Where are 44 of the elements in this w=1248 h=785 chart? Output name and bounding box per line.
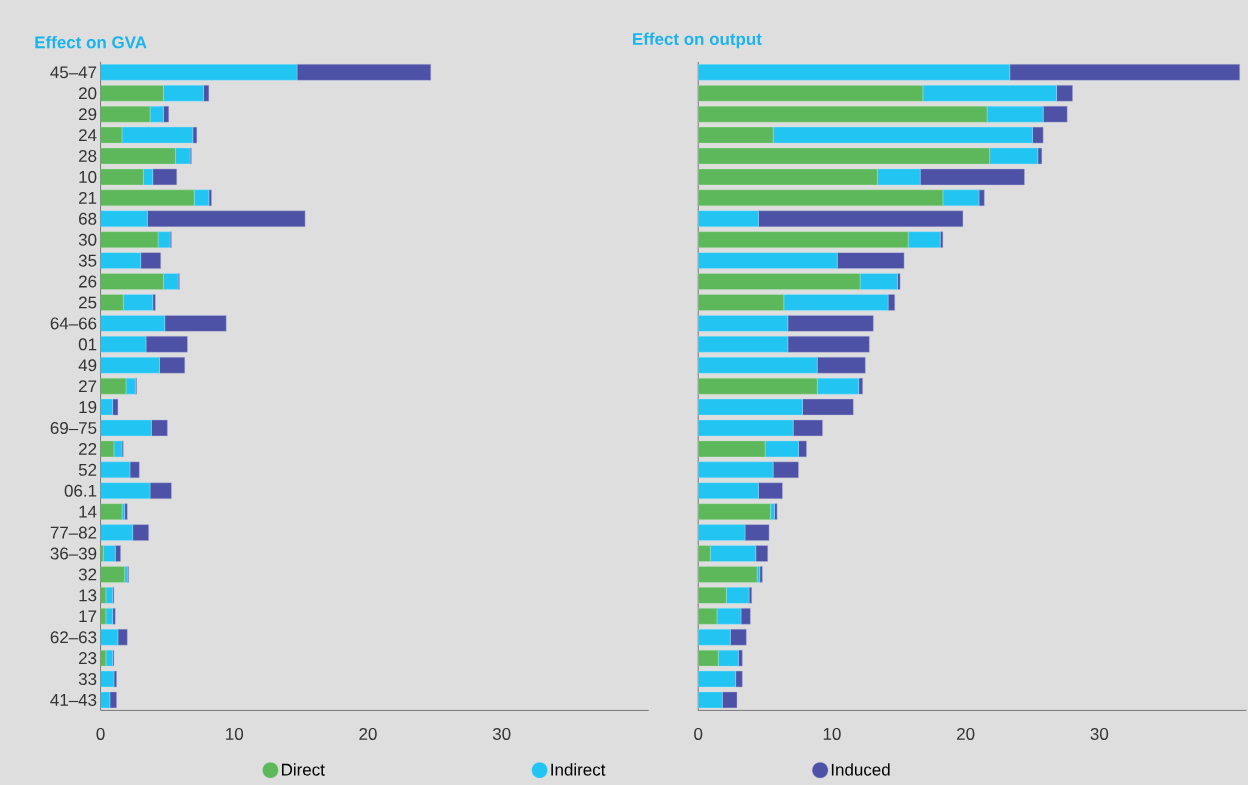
y-tick-label: 06.1: [64, 484, 97, 497]
y-tick-label: 52: [78, 463, 97, 476]
y-tick-label: 21: [79, 191, 97, 204]
x-tick-label: 10: [823, 727, 841, 740]
y-tick-label: 01: [78, 338, 97, 351]
legend-label: Indirect: [551, 763, 606, 776]
y-tick-label: 69–75: [50, 421, 97, 434]
y-tick-label: 30: [78, 233, 97, 246]
y-tick-label: 25: [79, 296, 97, 309]
legend-label: Induced: [831, 763, 890, 776]
x-tick-label: 0: [694, 727, 703, 740]
x-tick-label: 10: [226, 727, 244, 740]
y-tick-label: 14: [79, 505, 97, 518]
chart-title: Effect on output: [633, 32, 762, 49]
y-tick-label: 19: [79, 400, 97, 413]
y-tick-label: 64–66: [50, 317, 97, 330]
x-tick-label: 20: [957, 727, 975, 740]
y-tick-label: 35: [78, 254, 97, 267]
y-tick-label: 28: [79, 149, 97, 162]
chart-title: Effect on GVA: [35, 35, 147, 49]
y-tick-label: 41–43: [50, 693, 97, 706]
y-tick-label: 62–63: [50, 631, 97, 644]
y-tick-label: 68: [79, 212, 97, 225]
y-tick-label: 36–39: [50, 547, 97, 560]
y-tick-label: 20: [79, 87, 97, 100]
y-tick-label: 22: [79, 442, 97, 455]
x-tick-label: 30: [1090, 727, 1109, 740]
x-tick-label: 0: [96, 727, 105, 740]
y-tick-label: 27: [79, 380, 97, 392]
x-tick-label: 20: [359, 727, 377, 740]
y-tick-label: 32: [78, 568, 97, 581]
legend-label: Direct: [282, 763, 325, 776]
y-tick-label: 33: [78, 672, 97, 685]
x-tick-label: 30: [492, 727, 511, 740]
y-tick-label: 23: [79, 652, 97, 665]
y-tick-label: 10: [79, 170, 97, 183]
y-tick-label: 29: [79, 108, 97, 121]
y-tick-label: 13: [79, 589, 97, 602]
y-tick-label: 49: [78, 359, 97, 372]
y-tick-label: 17: [79, 610, 97, 622]
y-tick-label: 26: [79, 275, 97, 288]
y-tick-label: 45–47: [50, 66, 97, 79]
y-tick-label: 24: [79, 129, 97, 141]
y-tick-label: 77–82: [50, 526, 97, 539]
